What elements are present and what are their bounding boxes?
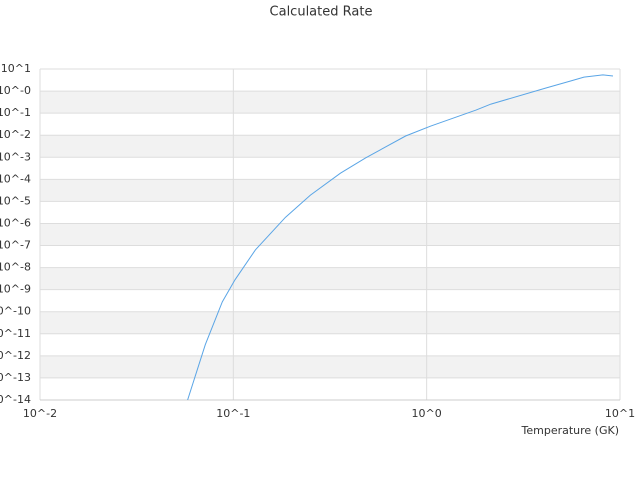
- grid-band: [40, 223, 620, 246]
- y-tick-label: 10^-2: [0, 128, 31, 141]
- y-tick-label: 10^1: [1, 62, 31, 75]
- grid-band: [40, 179, 620, 202]
- grid-band: [40, 135, 620, 158]
- y-tick-label: 10^-14: [0, 393, 31, 406]
- y-tick-label: 10^-8: [0, 261, 31, 274]
- y-tick-label: 10^-12: [0, 349, 31, 362]
- grid-band: [40, 91, 620, 114]
- y-tick-label: 10^-10: [0, 305, 31, 318]
- x-tick-label: 10^1: [605, 407, 635, 420]
- y-tick-label: 10^-13: [0, 371, 31, 384]
- data-line: [187, 74, 614, 400]
- x-tick-label: 10^-2: [23, 407, 57, 420]
- x-axis-label: Temperature (GK): [521, 424, 620, 437]
- y-tick-label: 10^-4: [0, 172, 31, 185]
- x-tick-label: 10^0: [412, 407, 442, 420]
- grid-band: [40, 311, 620, 334]
- y-tick-label: 10^-0: [0, 84, 31, 97]
- y-tick-label: 10^-5: [0, 194, 31, 207]
- y-tick-label: 10^-1: [0, 106, 31, 119]
- x-tick-label: 10^-1: [216, 407, 250, 420]
- y-tick-label: 10^-7: [0, 239, 31, 252]
- y-tick-label: 10^-11: [0, 327, 31, 340]
- y-tick-label: 10^-3: [0, 150, 31, 163]
- grid-band: [40, 267, 620, 290]
- y-tick-label: 10^-9: [0, 283, 31, 296]
- chart-title: Calculated Rate: [270, 5, 373, 20]
- grid-band: [40, 355, 620, 378]
- y-tick-label: 10^-6: [0, 216, 31, 229]
- series: [187, 74, 614, 400]
